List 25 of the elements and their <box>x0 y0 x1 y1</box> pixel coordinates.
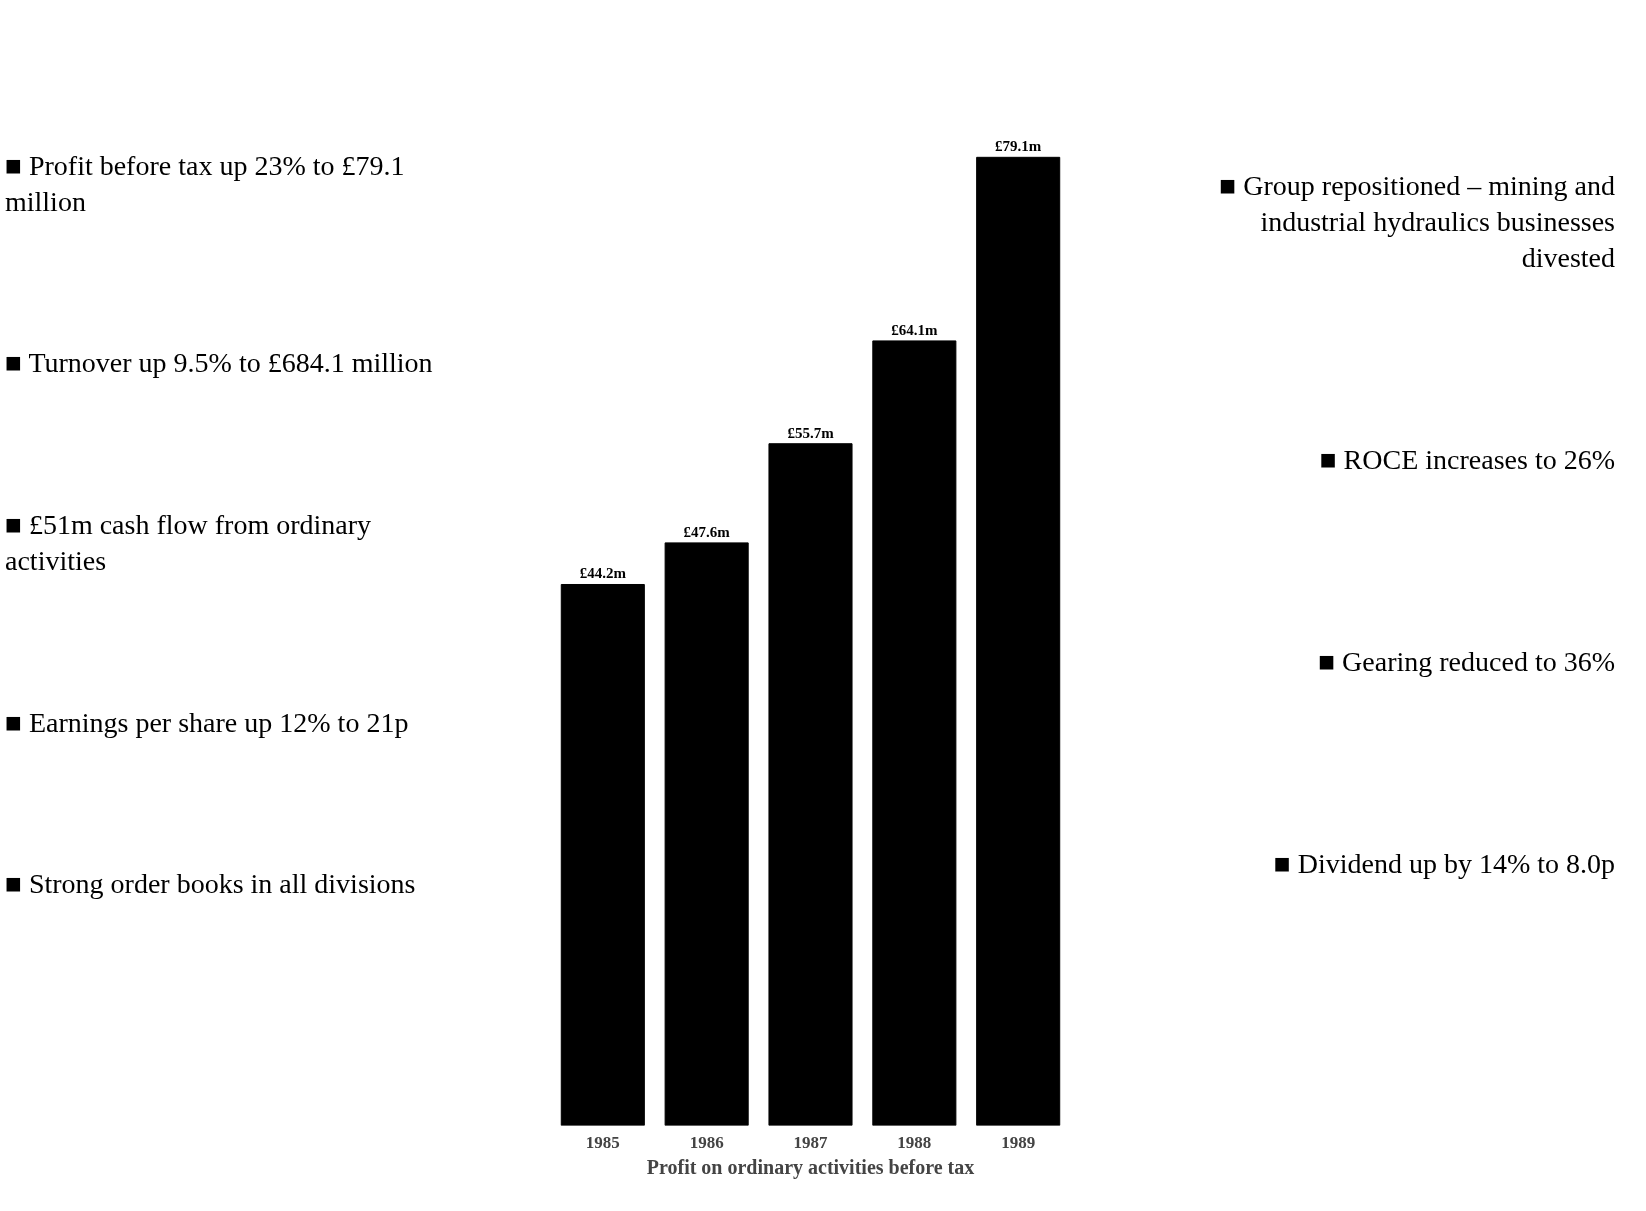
x-tick-label: 1987 <box>793 1132 828 1152</box>
data-label: £79.1m <box>995 138 1042 155</box>
text: ■ Dividend up by 14% to 8.0p <box>1272 846 1615 881</box>
data-label: £55.7m <box>787 424 835 441</box>
text: ■ Earnings per share up 12% to 21p <box>5 705 410 740</box>
text: ■ Group repositioned – mining and industrial hydraulics businesses divested <box>1218 168 1615 276</box>
x-tick-label: 1989 <box>1001 1132 1036 1152</box>
bar <box>976 156 1061 1126</box>
data-label: £64.1m <box>891 321 938 338</box>
text: ■ Turnover up 9.5% to £684.1 million <box>5 346 434 381</box>
text: ■ Gearing reduced to 36% <box>1317 645 1615 680</box>
bar <box>872 340 957 1126</box>
text: ■ ROCE increases to 26% <box>1318 443 1615 478</box>
x-tick-label: 1986 <box>689 1132 724 1152</box>
bar <box>768 443 853 1126</box>
bar <box>664 542 749 1126</box>
text: ■ £51m cash flow from ordinary activities <box>5 507 373 579</box>
x-tick-label: 1985 <box>585 1132 620 1152</box>
x-axis-title: Profit on ordinary activities before tax <box>646 1155 975 1179</box>
data-label: £47.6m <box>683 523 731 540</box>
text: ■ Strong order books in all divisions <box>5 867 417 902</box>
data-label: £44.2m <box>579 565 627 582</box>
x-tick-label: 1988 <box>897 1132 932 1152</box>
text: ■ Profit before tax up 23% to £79.1 million <box>5 148 406 219</box>
bar <box>560 583 645 1126</box>
